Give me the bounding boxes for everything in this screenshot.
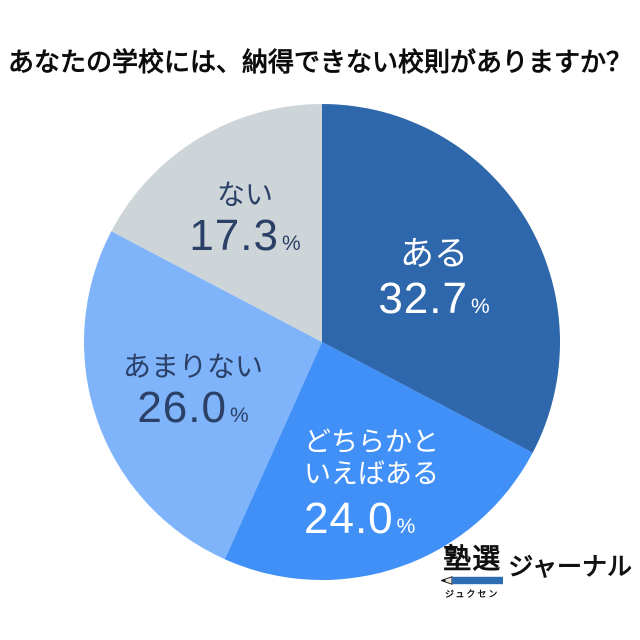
percent-sign: % xyxy=(470,294,490,318)
logo: 塾選 ジュクセン ジャーナル xyxy=(441,545,632,600)
chart-title: あなたの学校には、納得できない校則がありますか？ xyxy=(7,47,632,77)
pencil-icon xyxy=(441,576,504,585)
pie-slice-2 xyxy=(83,231,322,560)
logo-main-text: 塾選 xyxy=(443,543,502,574)
slice-value: 24.0% xyxy=(304,493,416,543)
slice-name: ある xyxy=(399,235,468,273)
logo-furigana: ジュクセン xyxy=(445,589,500,599)
slice-label-dochiraka: どちらかと いえばある 24.0% xyxy=(304,427,439,542)
slice-value: 26.0% xyxy=(137,382,249,432)
slice-label-aru: ある 32.7% xyxy=(378,234,489,322)
pie-slice-1 xyxy=(224,342,533,581)
slice-name: ない xyxy=(216,179,274,210)
slice-name-line1: どちらかと xyxy=(304,427,439,457)
slice-value: 32.7% xyxy=(378,273,490,323)
slice-name: あまりない xyxy=(122,351,264,382)
percent-sign: % xyxy=(229,403,249,427)
slice-label-amarinai: あまりない 26.0% xyxy=(123,350,263,431)
slice-value: 17.3% xyxy=(189,210,301,260)
pie-slice-3 xyxy=(111,103,322,342)
slice-name-line2: いえばある xyxy=(304,458,439,489)
logo-wordmark: 塾選 ジュクセン xyxy=(441,543,504,600)
percent-sign: % xyxy=(396,514,416,538)
percent-sign: % xyxy=(281,231,301,255)
logo-suffix-text: ジャーナル xyxy=(508,553,632,581)
pie-slice-0 xyxy=(322,104,561,453)
slice-label-nai: ない 17.3% xyxy=(189,178,300,259)
